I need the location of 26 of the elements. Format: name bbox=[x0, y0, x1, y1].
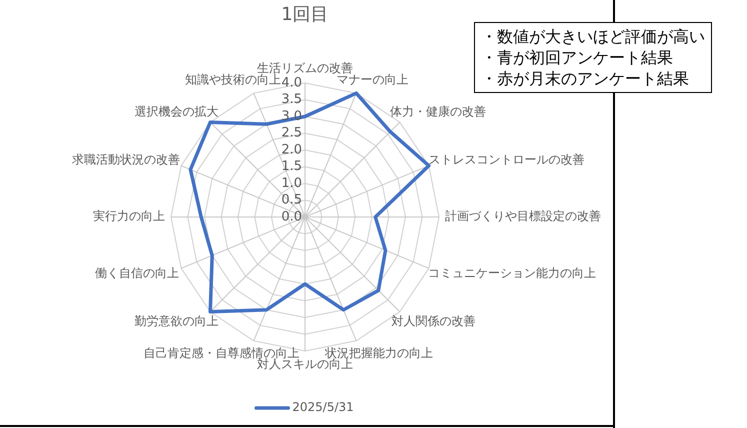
text: ・青が初回アンケート結果 bbox=[481, 47, 674, 68]
chart-title: 1回目 bbox=[280, 3, 330, 26]
spoke-label: 勤労意欲の向上 bbox=[134, 314, 218, 328]
legend-label: 2025/5/31 bbox=[292, 400, 354, 414]
spoke-label: 計画づくりや目標設定の改善 bbox=[445, 209, 601, 224]
spoke-label: 求職活動状況の改善 bbox=[72, 152, 180, 166]
spoke-label: 自己肯定感・自尊感情の向上 bbox=[144, 346, 300, 360]
y-tick-label: 4.0 bbox=[281, 75, 302, 90]
spoke-label: 働く自信の向上 bbox=[94, 266, 179, 280]
spoke-label: 対人関係の改善 bbox=[392, 314, 476, 328]
y-tick-label: 0.0 bbox=[281, 209, 302, 224]
spoke-label: 体力・健康の改善 bbox=[390, 104, 486, 118]
spoke-label: 選択機会の拡大 bbox=[134, 104, 218, 118]
spoke-label: ストレスコントロールの改善 bbox=[428, 152, 584, 166]
y-tick-label: 2.5 bbox=[281, 126, 302, 141]
y-tick-label: 1.5 bbox=[281, 159, 302, 174]
y-tick-label: 1.0 bbox=[281, 176, 302, 191]
spoke-label: 対人スキルの向上 bbox=[257, 357, 353, 372]
spoke-label: 実行力の向上 bbox=[93, 209, 165, 224]
y-tick-label: 2.0 bbox=[281, 142, 302, 158]
text: ・赤が月末のアンケート結果 bbox=[481, 68, 690, 89]
spoke-label: 状況把握能力の向上 bbox=[324, 346, 434, 360]
spoke-label: コミュニケーション能力の向上 bbox=[428, 266, 596, 280]
text: ・数値が大きいほど評価が高い bbox=[481, 26, 705, 47]
y-tick-label: 0.5 bbox=[281, 192, 302, 208]
y-tick-label: 3.5 bbox=[281, 92, 302, 108]
